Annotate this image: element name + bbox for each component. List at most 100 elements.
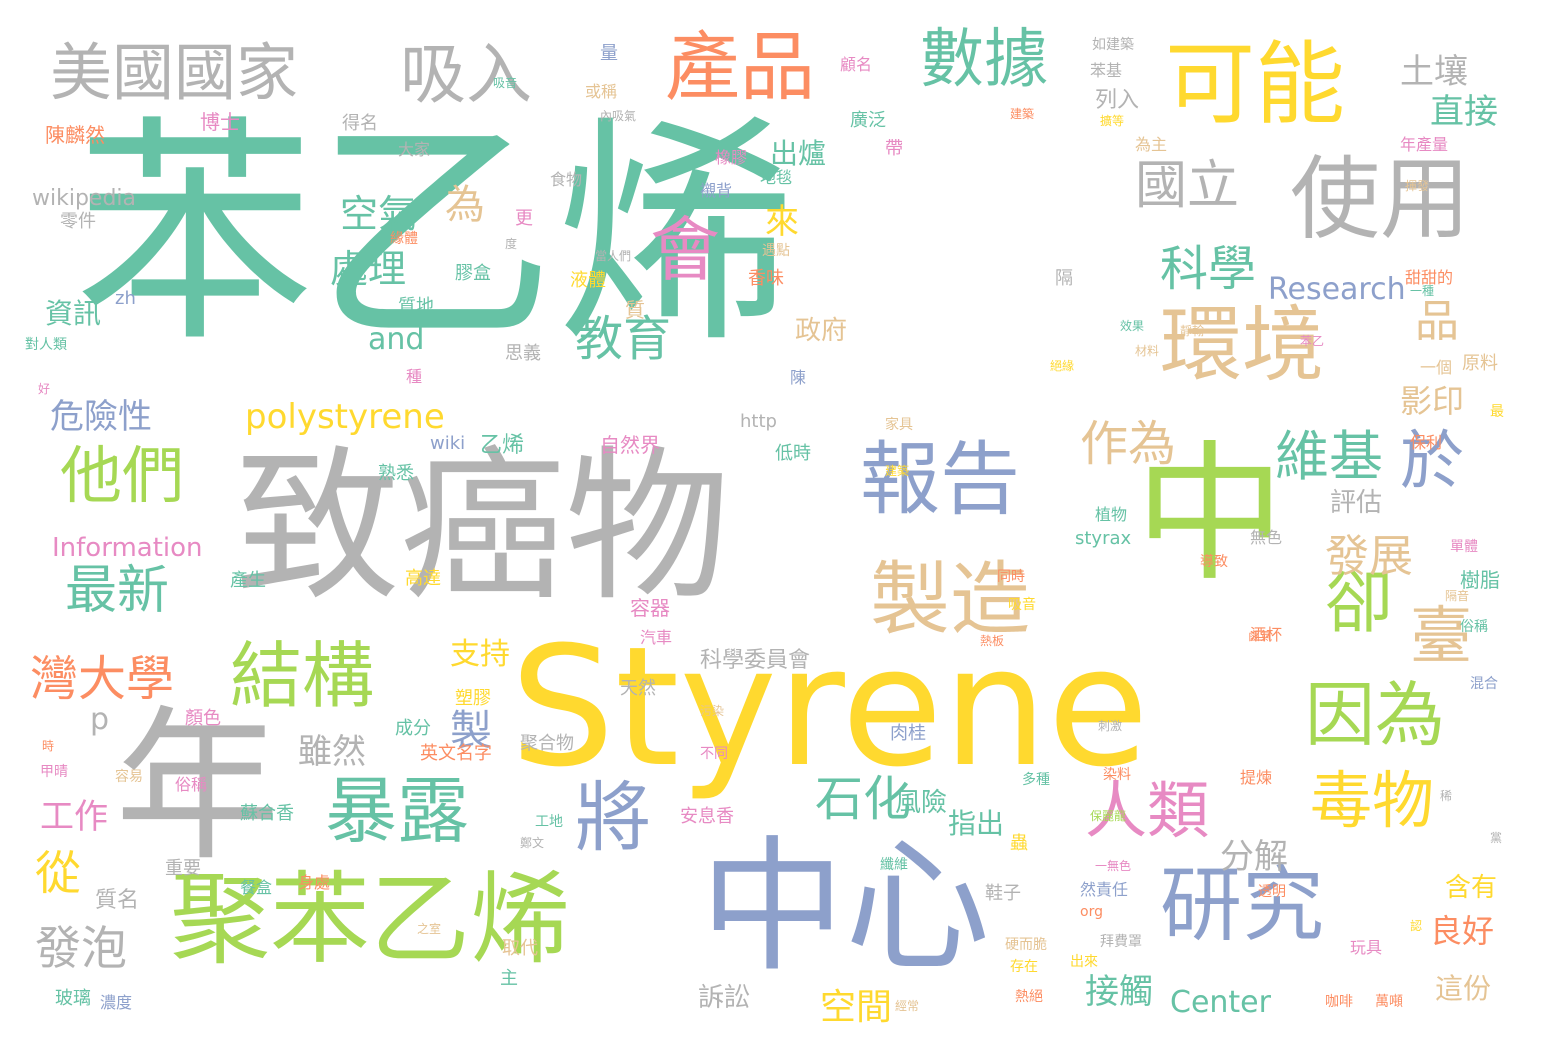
- word-cjk-158: 污染: [700, 704, 725, 718]
- word-cjk-51: 空間: [820, 987, 893, 1028]
- word-cjk-107: 取代: [502, 938, 538, 959]
- word-cjk-75: 自然界: [600, 433, 660, 457]
- word-cjk-1: 致癌物: [235, 431, 730, 623]
- word-cjk-53: 良好: [1430, 912, 1495, 950]
- word-cjk-71: 風險: [895, 788, 948, 818]
- word-cjk-36: 石化: [815, 771, 912, 827]
- word-cjk-114: 存在: [1010, 959, 1038, 975]
- word-cjk-7: 產品: [665, 23, 816, 111]
- word-cjk-156: 陳: [790, 368, 807, 387]
- word-cjk-108: 透明: [1258, 884, 1286, 900]
- word-cjk-115: 硬而脆: [1005, 937, 1047, 953]
- word-cjk-0: 苯乙烯: [75, 95, 796, 375]
- word-cjk-27: 人類: [1085, 774, 1210, 847]
- word-cjk-161: 重要: [165, 858, 201, 879]
- word-cjk-153: 度: [505, 237, 518, 251]
- word-cjk-149: 容易: [115, 769, 143, 785]
- word-cjk-94: 蘇合香: [240, 803, 294, 824]
- word-cjk-183: 甲晴: [40, 764, 68, 780]
- word-cjk-20: 於: [1400, 425, 1464, 499]
- word-cjk-110: 濃度: [100, 993, 133, 1012]
- word-cjk-103: 植物: [1095, 505, 1128, 524]
- word-cjk-39: 為: [445, 182, 485, 228]
- word-cjk-152: 對人類: [25, 337, 67, 353]
- word-cjk-96: 成分: [395, 718, 431, 739]
- word-cjk-54: 指出: [948, 807, 1005, 840]
- word-cjk-45: 品: [1415, 296, 1459, 347]
- word-cjk-97: 英文名字: [420, 743, 492, 764]
- word-cjk-174: 黨: [1490, 831, 1503, 845]
- word-cjk-136: 或稱: [585, 82, 618, 101]
- word-cjk-13: 環境: [1160, 298, 1325, 393]
- word-cjk-173: 建築: [885, 464, 910, 478]
- word-cjk-176: 甜甜的: [1405, 268, 1454, 287]
- word-cjk-41: 處理: [330, 247, 407, 291]
- word-cjk-11: 吸入: [400, 36, 532, 113]
- word-cjk-100: 鞋子: [985, 883, 1021, 904]
- word-cjk-192: 靜翰: [1180, 324, 1205, 338]
- word-cjk-95: 安息香: [680, 806, 734, 827]
- word-cjk-184: 鄭文: [520, 836, 545, 850]
- word-p-150: p: [90, 702, 110, 737]
- word-information-62: Information: [52, 533, 203, 563]
- word-cjk-85: 樹脂: [1460, 568, 1500, 592]
- word-cjk-52: 接觸: [1085, 972, 1153, 1012]
- word-cjk-74: 博士: [200, 110, 240, 134]
- word-cjk-142: 零件: [60, 211, 96, 232]
- word-cjk-182: 時: [42, 739, 55, 753]
- word-cjk-167: 吸音: [1008, 597, 1036, 613]
- word-cjk-117: 纖維: [880, 857, 908, 873]
- word-cjk-198: 家具: [885, 417, 913, 433]
- word-cjk-187: 吸音: [493, 76, 518, 90]
- word-cjk-121: 混合: [1470, 676, 1498, 692]
- word-cjk-55: 分解: [1220, 837, 1288, 877]
- word-cjk-16: 會: [650, 209, 720, 291]
- word-cjk-157: 不同: [700, 746, 728, 762]
- word-cjk-29: 卻: [1325, 564, 1394, 643]
- word-cjk-155: 低時: [775, 443, 811, 464]
- word-cjk-25: 毒物: [1310, 764, 1435, 837]
- word-cjk-6: 聚苯乙烯: [170, 861, 570, 978]
- word-cjk-28: 因為: [1305, 674, 1445, 756]
- word-cjk-125: 一個: [1420, 358, 1453, 377]
- word-cjk-32: 灣大學: [30, 651, 175, 707]
- word-cjk-175: 隔: [1055, 268, 1073, 289]
- word-cjk-5: 年: [115, 691, 280, 883]
- word-cjk-129: 一種: [1410, 284, 1435, 298]
- word-cjk-106: 主: [500, 968, 518, 989]
- word-cjk-61: 工作: [40, 797, 108, 837]
- word-cjk-9: 使用: [1290, 147, 1470, 252]
- word-cjk-180: 認: [1410, 919, 1423, 933]
- word-http-78: http: [740, 411, 777, 432]
- word-cjk-17: 國立: [1135, 156, 1240, 216]
- word-cjk-12: 數據: [920, 23, 1048, 97]
- word-cjk-140: 得名: [342, 113, 378, 134]
- word-cjk-10: 美國國家: [50, 36, 299, 109]
- word-wiki-77: wiki: [430, 433, 466, 454]
- word-cjk-79: 香味: [748, 268, 784, 289]
- word-cjk-196: 擴等: [1100, 114, 1125, 128]
- word-cjk-98: 聚合物: [520, 733, 574, 754]
- word-org-105: org: [1080, 904, 1103, 920]
- word-cjk-56: 製: [450, 706, 493, 755]
- word-cjk-69: 這份: [1435, 972, 1492, 1005]
- word-cjk-166: 刺激: [1098, 719, 1123, 733]
- word-styrax-104: styrax: [1075, 528, 1132, 549]
- word-cjk-159: 同時: [997, 569, 1025, 585]
- word-cjk-144: 更: [515, 208, 533, 229]
- word-cjk-126: 最: [1490, 404, 1504, 420]
- word-cjk-141: 大家: [398, 140, 431, 159]
- word-cjk-4: 中: [1135, 428, 1286, 602]
- word-cjk-138: 顧名: [840, 55, 873, 74]
- word-cjk-24: 最新: [65, 561, 170, 621]
- word-zh-151: zh: [115, 288, 136, 309]
- word-cjk-101: 然責任: [1080, 880, 1129, 899]
- word-cjk-21: 暴露: [325, 769, 470, 853]
- word-cjk-199: 稀: [1440, 789, 1453, 803]
- word-cjk-154: 種: [406, 367, 423, 386]
- word-cjk-8: 可能: [1165, 32, 1345, 137]
- word-cjk-80: 液體: [570, 270, 606, 291]
- word-cjk-18: 科學: [1160, 241, 1257, 297]
- word-cjk-43: 土壤: [1400, 52, 1468, 92]
- word-cjk-190: 鹵氣: [1248, 629, 1273, 643]
